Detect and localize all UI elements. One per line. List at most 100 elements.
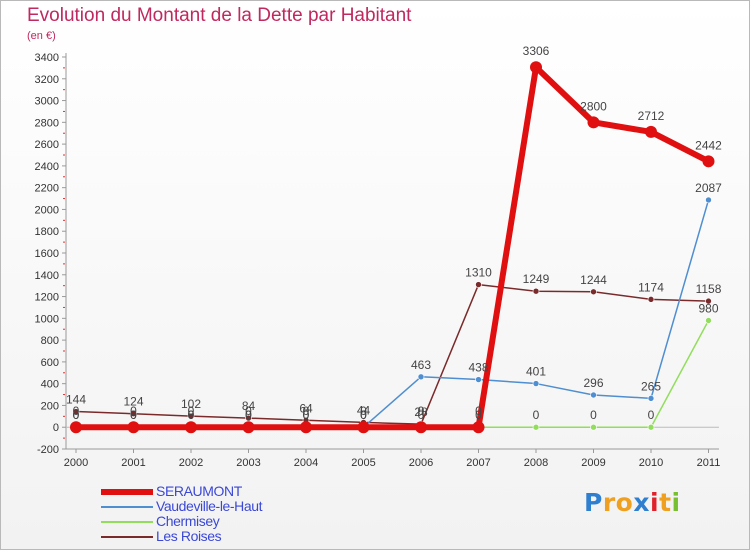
data-label-vaudeville-le-haut: 0 <box>73 408 80 422</box>
y-tick-label: 0 <box>53 422 59 434</box>
data-label-vaudeville-le-haut: 0 <box>130 408 137 422</box>
y-tick-label: 400 <box>41 379 59 391</box>
data-point-seraumont <box>127 421 140 434</box>
y-tick-label: 3200 <box>35 74 59 86</box>
y-minor-tick <box>63 415 65 417</box>
logo-letter: P <box>584 488 603 517</box>
data-label-chermisey: 0 <box>648 408 655 422</box>
data-label-les-roises: 1174 <box>638 280 664 294</box>
y-minor-tick <box>63 132 65 134</box>
data-label-chermisey: 0 <box>188 408 195 422</box>
data-point-seraumont <box>415 421 427 434</box>
data-point-les-roises <box>705 297 712 305</box>
x-tick-label: 2001 <box>121 457 145 469</box>
x-tick-label: 2011 <box>697 457 721 469</box>
data-label-chermisey: 0 <box>245 408 252 422</box>
data-point-les-roises <box>72 408 80 415</box>
y-tick-label: -200 <box>37 444 59 456</box>
legend-label-seraumont: SERAUMONT <box>156 483 242 499</box>
y-tick-label: 1200 <box>35 292 59 304</box>
data-label-les-roises: 1244 <box>580 273 607 287</box>
data-point-seraumont <box>357 421 370 434</box>
data-point-seraumont <box>645 125 657 138</box>
logo-letter: i <box>650 488 660 517</box>
data-label-vaudeville-le-haut: 463 <box>411 358 431 372</box>
x-tick-label: 2010 <box>639 457 663 469</box>
data-label-vaudeville-le-haut: 0 <box>360 408 367 422</box>
legend-swatch-vaudeville-le-haut <box>101 506 153 508</box>
y-minor-tick <box>63 219 65 221</box>
data-point-chermisey <box>647 423 655 431</box>
y-tick-label: 3400 <box>35 52 59 64</box>
y-minor-tick <box>63 198 65 200</box>
data-label-les-roises: 124 <box>123 395 143 409</box>
y-minor-tick <box>63 306 65 308</box>
logo-letter: o <box>615 488 634 517</box>
data-label-seraumont: 2800 <box>580 99 607 113</box>
x-tick-label: 2008 <box>524 457 548 469</box>
legend-label-les-roises: Les Roises <box>156 528 222 544</box>
series-line-seraumont <box>76 64 710 431</box>
y-tick-label: 3000 <box>35 96 59 108</box>
data-label-chermisey: 980 <box>698 302 718 316</box>
data-point-vaudeville-le-haut <box>417 373 425 381</box>
data-label-chermisey: 0 <box>130 408 137 422</box>
data-point-seraumont <box>472 421 485 434</box>
y-minor-tick <box>63 285 65 287</box>
data-point-les-roises <box>532 287 540 295</box>
x-tick-label: 2003 <box>236 457 260 469</box>
data-point-les-roises <box>245 414 252 422</box>
x-tick-label: 2004 <box>294 457 318 469</box>
data-label-vaudeville-le-haut: 265 <box>641 379 661 393</box>
data-label-vaudeville-le-haut: 401 <box>526 365 546 379</box>
data-point-chermisey <box>590 423 597 431</box>
y-tick-label: 200 <box>41 400 59 412</box>
chart-title: Evolution du Montant de la Dette par Hab… <box>27 5 412 26</box>
data-label-chermisey: 0 <box>73 408 80 422</box>
y-minor-tick <box>63 437 65 439</box>
data-label-les-roises: 1310 <box>465 266 492 280</box>
data-point-seraumont <box>702 155 715 168</box>
y-minor-tick <box>63 176 65 178</box>
data-label-chermisey: 0 <box>360 408 367 422</box>
logo-letter: x <box>633 488 650 517</box>
legend-swatch-seraumont <box>101 489 153 495</box>
y-minor-tick <box>63 372 65 374</box>
data-point-les-roises <box>475 281 482 288</box>
logo-letter: t <box>659 488 672 517</box>
y-tick-label: 2600 <box>35 139 59 151</box>
data-label-seraumont: 2712 <box>638 109 665 123</box>
series-line-les-roises <box>75 283 709 425</box>
y-tick-label: 600 <box>41 357 59 369</box>
data-label-seraumont: 0 <box>73 404 80 418</box>
data-label-vaudeville-le-haut: 2087 <box>695 181 722 195</box>
y-minor-tick <box>63 263 65 265</box>
data-point-seraumont <box>587 116 600 129</box>
data-label-seraumont: 0 <box>245 404 252 418</box>
data-label-vaudeville-le-haut: 296 <box>583 376 603 390</box>
data-point-chermisey <box>532 423 540 431</box>
data-label-chermisey: 0 <box>303 408 310 422</box>
series-line-vaudeville-le-haut <box>76 199 710 428</box>
y-minor-tick <box>63 394 65 396</box>
data-label-seraumont: 0 <box>188 404 195 418</box>
data-label-seraumont: 0 <box>360 404 367 418</box>
data-point-vaudeville-le-haut <box>705 196 712 204</box>
y-minor-tick <box>63 350 65 352</box>
data-point-seraumont <box>185 421 197 434</box>
data-point-seraumont <box>530 61 542 74</box>
data-point-vaudeville-le-haut <box>475 376 482 383</box>
data-label-vaudeville-le-haut: 0 <box>245 408 252 422</box>
y-tick-label: 2000 <box>35 204 59 216</box>
y-tick-label: 1800 <box>35 226 59 238</box>
data-label-les-roises: 102 <box>181 397 201 411</box>
data-label-seraumont: 3306 <box>523 44 550 58</box>
y-tick-label: 1400 <box>35 270 59 282</box>
legend-item-vaudeville-le-haut: Vaudeville-le-Haut <box>101 498 341 515</box>
data-point-les-roises <box>590 288 597 296</box>
data-label-seraumont: 0 <box>303 404 310 418</box>
data-point-seraumont <box>70 421 82 434</box>
y-minor-tick <box>63 67 65 69</box>
data-label-les-roises: 144 <box>66 393 86 407</box>
